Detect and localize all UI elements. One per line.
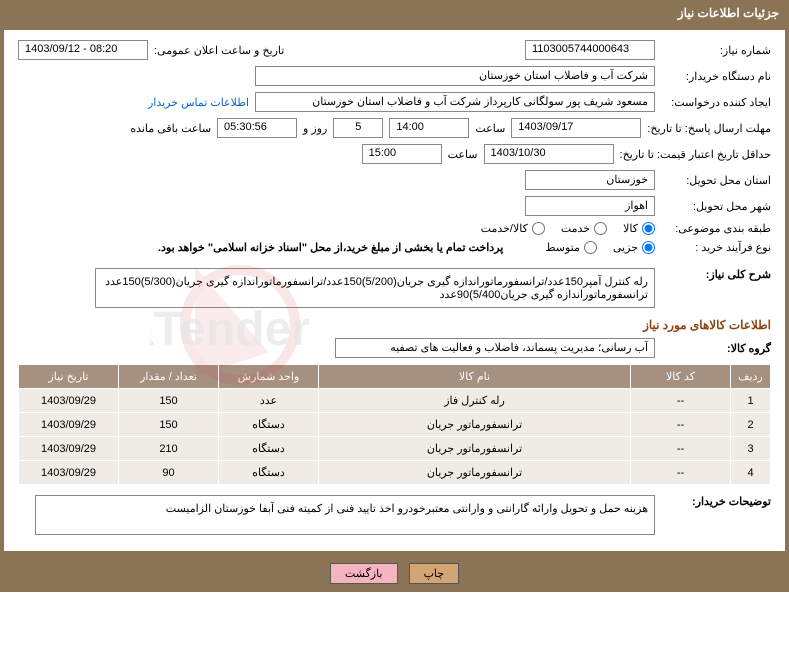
table-cell: -- [631, 389, 731, 413]
table-cell: 150 [119, 389, 219, 413]
table-cell: -- [631, 437, 731, 461]
table-cell: دستگاه [219, 413, 319, 437]
process-radio-group: جزیی متوسط [545, 241, 655, 254]
radio-both-label: کالا/خدمت [481, 222, 528, 235]
days-label: روز و [303, 122, 327, 135]
table-cell: 150 [119, 413, 219, 437]
radio-goods-label: کالا [623, 222, 638, 235]
table-cell: 1403/09/29 [19, 413, 119, 437]
province-field: خوزستان [525, 170, 655, 190]
validity-date-field: 1403/10/30 [484, 144, 614, 164]
radio-partial[interactable] [642, 241, 655, 254]
table-cell: رله کنترل فاز [319, 389, 631, 413]
radio-medium[interactable] [584, 241, 597, 254]
table-cell: ترانسفورماتور جریان [319, 461, 631, 485]
radio-both[interactable] [532, 222, 545, 235]
need-number-field: 1103005744000643 [525, 40, 655, 60]
table-cell: 3 [731, 437, 771, 461]
th-row: ردیف [731, 365, 771, 389]
table-cell: ترانسفورماتور جریان [319, 413, 631, 437]
table-cell: دستگاه [219, 461, 319, 485]
panel-title: جزئیات اطلاعات نیاز [678, 6, 779, 20]
validity-time-field: 15:00 [362, 144, 442, 164]
table-cell: 2 [731, 413, 771, 437]
table-row: 1--رله کنترل فازعدد1501403/09/29 [19, 389, 771, 413]
outer-frame: شماره نیاز: 1103005744000643 تاریخ و ساع… [0, 26, 789, 555]
overall-desc-label: شرح کلی نیاز: [661, 268, 771, 281]
radio-partial-label: جزیی [613, 241, 638, 254]
goods-info-title: اطلاعات کالاهای مورد نیاز [18, 318, 771, 332]
goods-group-label: گروه کالا: [661, 342, 771, 355]
deadline-label: مهلت ارسال پاسخ: تا تاریخ: [647, 122, 771, 135]
buyer-org-label: نام دستگاه خریدار: [661, 70, 771, 83]
time-label-1: ساعت [475, 122, 505, 135]
province-label: استان محل تحویل: [661, 174, 771, 187]
table-cell: 210 [119, 437, 219, 461]
panel-header: جزئیات اطلاعات نیاز [0, 0, 789, 26]
table-cell: 90 [119, 461, 219, 485]
table-cell: ترانسفورماتور جریان [319, 437, 631, 461]
goods-group-field: آب رسانی؛ مدیریت پسماند، فاضلاب و فعالیت… [335, 338, 655, 358]
print-button[interactable]: چاپ [409, 563, 460, 584]
table-cell: 1403/09/29 [19, 389, 119, 413]
payment-note: پرداخت تمام یا بخشی از مبلغ خرید،از محل … [158, 241, 503, 254]
radio-service[interactable] [594, 222, 607, 235]
time-remaining-field: 05:30:56 [217, 118, 297, 138]
days-remaining-field: 5 [333, 118, 383, 138]
buyer-notes-box: هزینه حمل و تحویل وارائه گارانتی و واران… [35, 495, 655, 535]
th-unit: واحد شمارش [219, 365, 319, 389]
table-cell: -- [631, 461, 731, 485]
table-cell: -- [631, 413, 731, 437]
radio-service-label: خدمت [561, 222, 590, 235]
radio-medium-label: متوسط [545, 241, 580, 254]
announce-date-label: تاریخ و ساعت اعلان عمومی: [154, 44, 284, 57]
process-label: نوع فرآیند خرید : [661, 241, 771, 254]
th-qty: تعداد / مقدار [119, 365, 219, 389]
table-cell: دستگاه [219, 437, 319, 461]
th-date: تاریخ نیاز [19, 365, 119, 389]
back-button[interactable]: بازگشت [330, 563, 398, 584]
city-field: اهواز [525, 196, 655, 216]
announce-date-field: 1403/09/12 - 08:20 [18, 40, 148, 60]
table-cell: 1403/09/29 [19, 461, 119, 485]
deadline-date-field: 1403/09/17 [511, 118, 641, 138]
validity-label: حداقل تاریخ اعتبار قیمت: تا تاریخ: [620, 148, 771, 161]
city-label: شهر محل تحویل: [661, 200, 771, 213]
category-radio-group: کالا خدمت کالا/خدمت [481, 222, 655, 235]
buyer-org-field: شرکت آب و فاضلاب استان خوزستان [255, 66, 655, 86]
goods-table: ردیف کد کالا نام کالا واحد شمارش تعداد /… [18, 364, 771, 485]
requester-label: ایجاد کننده درخواست: [661, 96, 771, 109]
table-row: 2--ترانسفورماتور جریاندستگاه1501403/09/2… [19, 413, 771, 437]
category-label: طبقه بندی موضوعی: [661, 222, 771, 235]
table-row: 3--ترانسفورماتور جریاندستگاه2101403/09/2… [19, 437, 771, 461]
radio-goods[interactable] [642, 222, 655, 235]
remaining-label: ساعت باقی مانده [130, 122, 211, 135]
table-cell: 1403/09/29 [19, 437, 119, 461]
buyer-contact-link[interactable]: اطلاعات تماس خریدار [148, 96, 249, 109]
th-name: نام کالا [319, 365, 631, 389]
form-panel: شماره نیاز: 1103005744000643 تاریخ و ساع… [4, 30, 785, 551]
button-row: چاپ بازگشت [0, 555, 789, 592]
th-code: کد کالا [631, 365, 731, 389]
requester-field: مسعود شریف پور سولگانی کارپرداز شرکت آب … [255, 92, 655, 112]
overall-desc-box: رله کنترل آمپر150عدد/ترانسفورماتوراندازه… [95, 268, 655, 308]
table-cell: عدد [219, 389, 319, 413]
table-row: 4--ترانسفورماتور جریاندستگاه901403/09/29 [19, 461, 771, 485]
deadline-time-field: 14:00 [389, 118, 469, 138]
table-cell: 1 [731, 389, 771, 413]
need-number-label: شماره نیاز: [661, 44, 771, 57]
buyer-notes-label: توضیحات خریدار: [661, 495, 771, 508]
table-cell: 4 [731, 461, 771, 485]
time-label-2: ساعت [448, 148, 478, 161]
